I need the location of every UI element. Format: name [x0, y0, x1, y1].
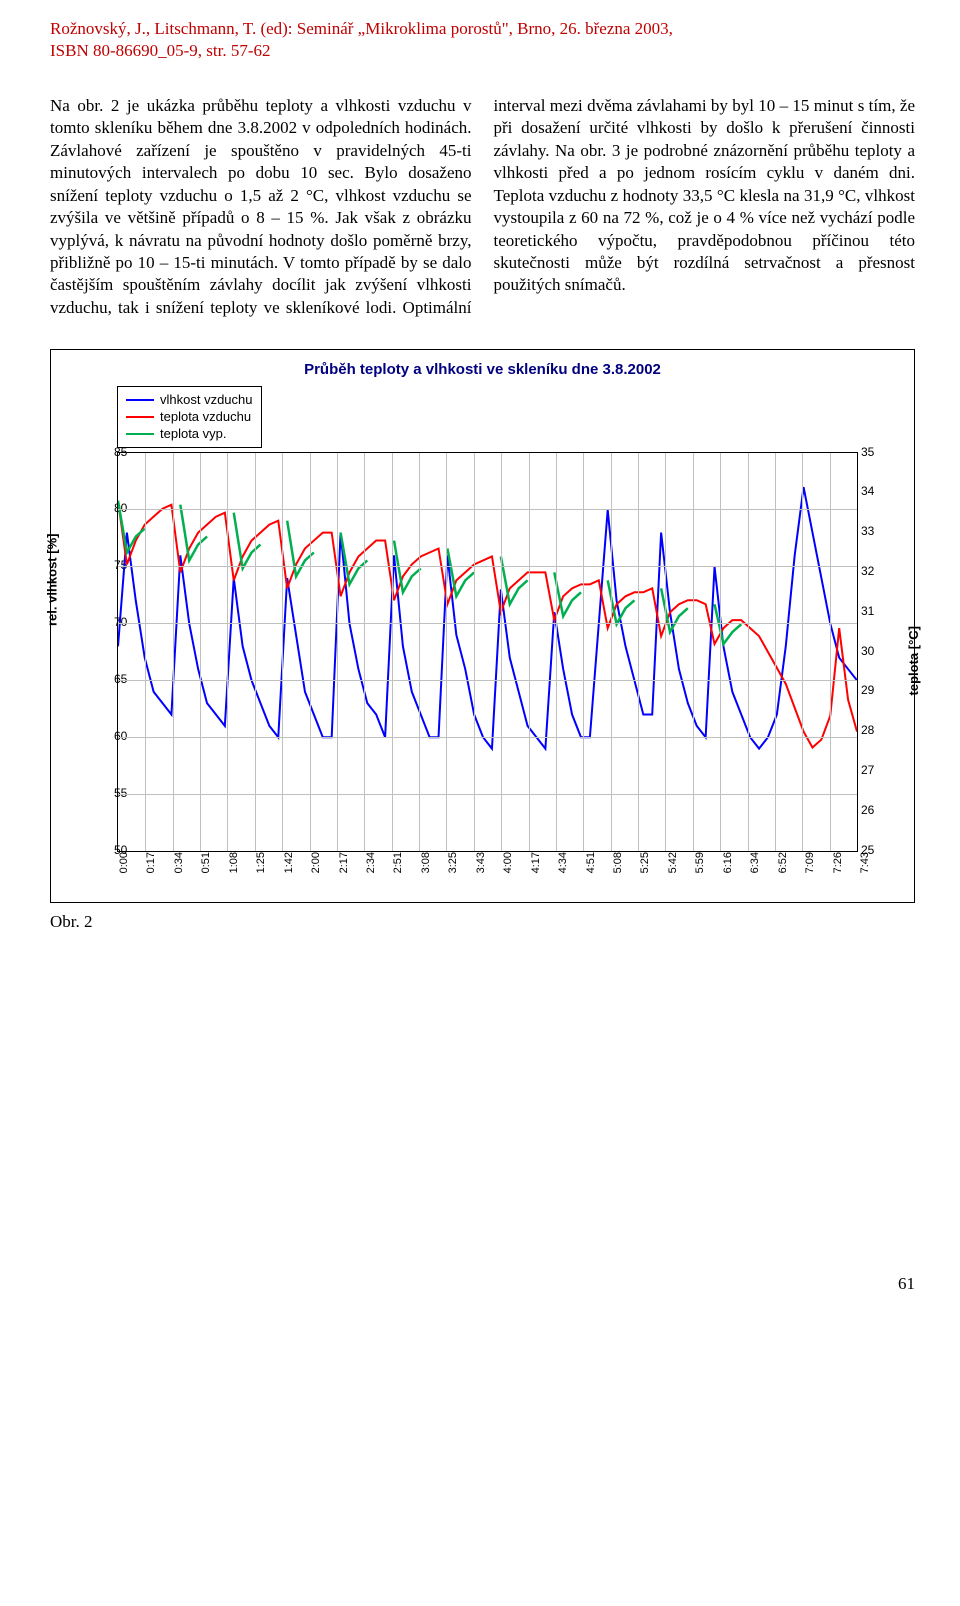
legend-item: teplota vzduchu [126, 408, 253, 425]
y-right-axis-label: teplota [°C] [904, 626, 921, 695]
body-columns: Na obr. 2 je ukázka průběhu teploty a vl… [50, 95, 915, 319]
figure-caption: Obr. 2 [50, 911, 915, 933]
x-tick: 1:08 [227, 852, 242, 873]
chart-outer: rel. vlhkost [%] teplota [°C] Průběh tep… [50, 349, 915, 902]
x-tick: 5:08 [611, 852, 626, 873]
y-right-tick: 33 [861, 524, 874, 540]
x-tick: 0:34 [172, 852, 187, 873]
x-tick: 2:51 [391, 852, 406, 873]
x-tick: 5:59 [693, 852, 708, 873]
y-right-tick: 29 [861, 683, 874, 699]
legend-label: vlhkost vzduchu [160, 391, 253, 408]
x-tick: 2:00 [309, 852, 324, 873]
x-tick: 4:51 [584, 852, 599, 873]
chart-line [180, 504, 207, 560]
y-right-tick: 35 [861, 445, 874, 461]
x-tick: 3:43 [474, 852, 489, 873]
legend-item: teplota vyp. [126, 425, 253, 442]
y-right-tick: 32 [861, 564, 874, 580]
chart-title: Průběh teploty a vlhkosti ve skleníku dn… [57, 360, 908, 380]
x-tick: 3:08 [419, 852, 434, 873]
y-right-tick: 26 [861, 803, 874, 819]
chart-x-ticks: 0:00 0:17 0:34 0:51 1:08 1:25 1:42 2:00 2:17 2:34… [117, 852, 858, 898]
legend-label: teplota vzduchu [160, 408, 251, 425]
x-tick: 4:34 [556, 852, 571, 873]
y-right-tick: 31 [861, 604, 874, 620]
x-tick: 4:17 [529, 852, 544, 873]
y-right-tick: 30 [861, 644, 874, 660]
chart-line [234, 512, 261, 568]
legend-item: vlhkost vzduchu [126, 391, 253, 408]
x-tick: 5:42 [666, 852, 681, 873]
x-tick: 7:26 [831, 852, 846, 873]
x-tick: 4:00 [501, 852, 516, 873]
page-number: 61 [50, 1273, 915, 1295]
chart-line [501, 556, 528, 604]
y-right-tick: 27 [861, 763, 874, 779]
chart-line [118, 500, 145, 552]
x-tick: 0:17 [144, 852, 159, 873]
x-tick: 0:00 [117, 852, 132, 873]
x-tick: 2:34 [364, 852, 379, 873]
x-tick: 6:34 [748, 852, 763, 873]
chart-line [118, 487, 857, 749]
y-right-tick: 34 [861, 484, 874, 500]
x-tick: 2:17 [337, 852, 352, 873]
x-tick: 1:42 [282, 852, 297, 873]
x-tick: 5:25 [638, 852, 653, 873]
legend-swatch [126, 399, 154, 401]
x-tick: 0:51 [199, 852, 214, 873]
header-line1: Rožnovský, J., Litschmann, T. (ed): Semi… [50, 18, 915, 40]
chart-plot-area: 5055606570758085 2526272829303132333435 [117, 452, 858, 852]
legend-swatch [126, 416, 154, 418]
y-left-axis-label: rel. vlhkost [%] [43, 533, 60, 625]
legend-swatch [126, 433, 154, 435]
body-paragraph: Na obr. 2 je ukázka průběhu teploty a vl… [50, 95, 915, 319]
x-tick: 6:16 [721, 852, 736, 873]
chart-legend: vlhkost vzduchuteplota vzduchuteplota vy… [117, 386, 262, 447]
x-tick: 6:52 [776, 852, 791, 873]
doc-header: Rožnovský, J., Litschmann, T. (ed): Semi… [50, 18, 915, 63]
x-tick: 7:43 [858, 852, 873, 873]
legend-label: teplota vyp. [160, 425, 227, 442]
x-tick: 7:09 [803, 852, 818, 873]
y-right-tick: 28 [861, 723, 874, 739]
x-tick: 1:25 [254, 852, 269, 873]
header-line2: ISBN 80-86690_05-9, str. 57-62 [50, 40, 915, 62]
x-tick: 3:25 [446, 852, 461, 873]
chart-frame: Průběh teploty a vlhkosti ve skleníku dn… [50, 349, 915, 902]
